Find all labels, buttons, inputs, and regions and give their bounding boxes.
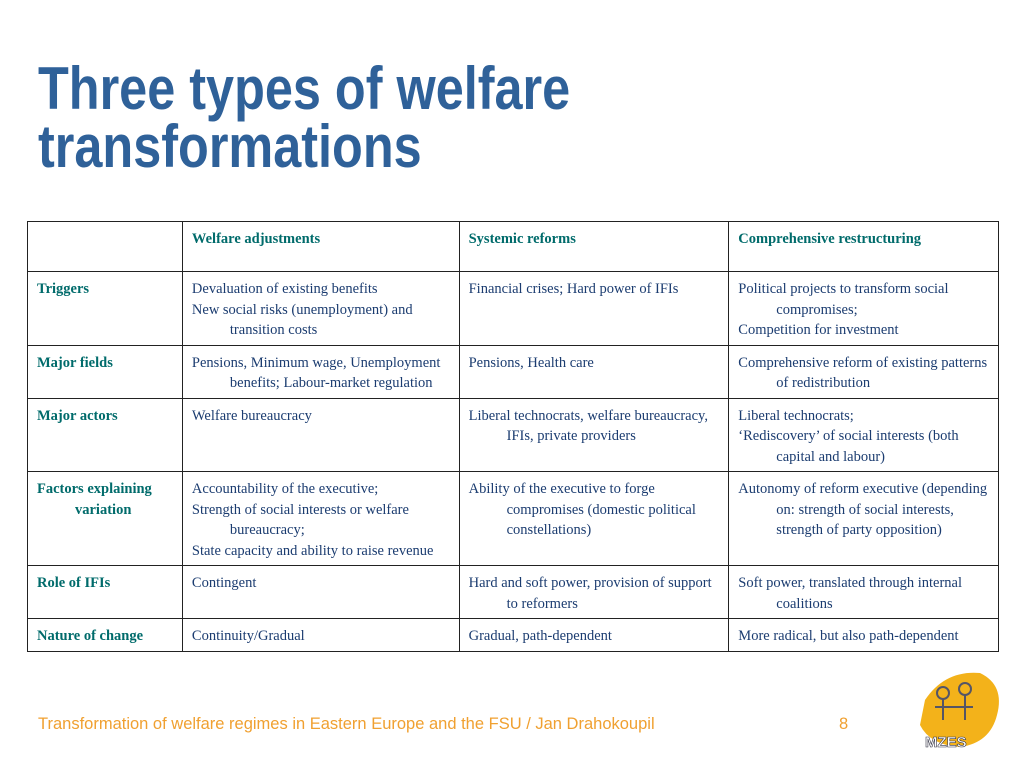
logo-text: MZES	[925, 734, 967, 751]
table-cell: Devaluation of existing benefits New soci…	[181, 271, 460, 346]
table-cell: Ability of the executive to forge compro…	[458, 471, 730, 566]
cell-text: Contingent	[191, 575, 257, 591]
cell-text: More radical, but also path-dependent	[738, 628, 959, 644]
cell-text: Ability of the executive to forge compro…	[468, 481, 696, 538]
row-label-cell: Triggers	[27, 271, 183, 346]
row-label-cell: Nature of change	[27, 618, 183, 652]
row-label-cell: Factors explaining variation	[27, 471, 183, 566]
logo-shape	[920, 672, 999, 747]
table-cell: Political projects to transform social c…	[728, 271, 999, 346]
table-cell: Welfare bureaucracy	[181, 397, 460, 472]
cell-text: Strength of social interests or welfare …	[191, 501, 409, 539]
table-cell: Financial crises; Hard power of IFIs	[458, 271, 730, 346]
page-number: 8	[839, 715, 849, 733]
cell-text: State capacity and ability to raise reve…	[191, 542, 434, 559]
table-cell: Contingent	[181, 565, 460, 619]
row-label-cell: Major fields	[27, 344, 183, 399]
table-cell: Pensions, Minimum wage, Unemployment ben…	[181, 344, 460, 399]
title-line: Three types of welfare	[38, 55, 571, 122]
cell-text: Continuity/Gradual	[191, 628, 305, 644]
title-line: transformations	[38, 113, 422, 180]
column-header: Systemic reforms	[458, 221, 730, 272]
cell-text: ‘Rediscovery’ of social interests (both …	[738, 428, 959, 465]
table-cell: Continuity/Gradual	[181, 618, 460, 652]
row-label: Major actors	[37, 407, 118, 424]
table-cell: Hard and soft power, provision of suppor…	[458, 565, 730, 619]
table-cell: Liberal technocrats, welfare bureaucracy…	[458, 397, 730, 472]
cell-text: Liberal technocrats, welfare bureaucracy…	[468, 407, 708, 445]
table-row: Nature of change Continuity/Gradual Gradua…	[27, 618, 999, 652]
cell-text: Political projects to transform social c…	[738, 281, 949, 318]
table-cell: Comprehensive reform of existing pattern…	[728, 344, 999, 399]
row-label-cell: Major actors	[27, 397, 183, 472]
cell-text: Liberal technocrats;	[738, 407, 854, 424]
cell-text: Financial crises; Hard power of IFIs	[468, 281, 679, 297]
row-label: Factors explaining variation	[37, 481, 152, 518]
cell-text: Gradual, path-dependent	[468, 628, 612, 644]
header-row: Welfare adjustments Systemic reforms Compr…	[27, 221, 999, 272]
table-cell: Pensions, Health care	[458, 344, 730, 399]
logo: MZES	[920, 672, 999, 751]
cell-text: Autonomy of reform executive (depending …	[738, 481, 988, 538]
table-cell: Soft power, translated through internal …	[728, 565, 999, 619]
cell-text: Pensions, Health care	[468, 354, 594, 371]
footer-text: Transformation of welfare regimes in Eas…	[38, 715, 655, 733]
table-row: Triggers Devaluation of existing benefits…	[27, 271, 999, 346]
row-label: Nature of change	[37, 628, 144, 644]
corner-cell	[27, 221, 183, 272]
cell-text: Welfare bureaucracy	[191, 407, 312, 424]
title: Three types of welfare transformations	[38, 55, 571, 180]
cell-text: Competition for investment	[738, 322, 899, 338]
cell-text: Accountability of the executive;	[191, 481, 379, 497]
column-header: Comprehensive restructuring	[728, 221, 999, 272]
table-row: Major actors Welfare bureaucracy Liberal t…	[27, 397, 999, 472]
row-label: Major fields	[37, 354, 113, 371]
table-cell: Gradual, path-dependent	[458, 618, 730, 652]
cell-text: New social risks (unemployment) and tran…	[191, 301, 413, 339]
table-cell: More radical, but also path-dependent	[728, 618, 999, 652]
cell-text: Pensions, Minimum wage, Unemployment ben…	[191, 354, 441, 392]
table-cell: Liberal technocrats; ‘Rediscovery’ of soc…	[728, 397, 999, 472]
table-cell: Autonomy of reform executive (depending …	[728, 471, 999, 566]
table-cell: Accountability of the executive; Strength…	[181, 471, 460, 566]
row-label-cell: Role of IFIs	[27, 565, 183, 619]
comparison-table: Welfare adjustments Systemic reforms Compr…	[27, 221, 999, 652]
logo-figure	[935, 695, 973, 720]
cell-text: Hard and soft power, provision of suppor…	[468, 575, 712, 612]
row-label: Triggers	[37, 281, 90, 297]
row-label: Role of IFIs	[37, 575, 111, 591]
table-row: Major fields Pensions, Minimum wage, Unem…	[27, 344, 999, 399]
column-header: Welfare adjustments	[181, 221, 460, 272]
table-row: Role of IFIs Contingent Hard and soft powe…	[27, 565, 999, 619]
table-row: Factors explaining variation Accountabili…	[27, 471, 999, 566]
cell-text: Comprehensive reform of existing pattern…	[738, 354, 988, 392]
cell-text: Soft power, translated through internal …	[738, 575, 963, 612]
cell-text: Devaluation of existing benefits	[191, 281, 378, 297]
